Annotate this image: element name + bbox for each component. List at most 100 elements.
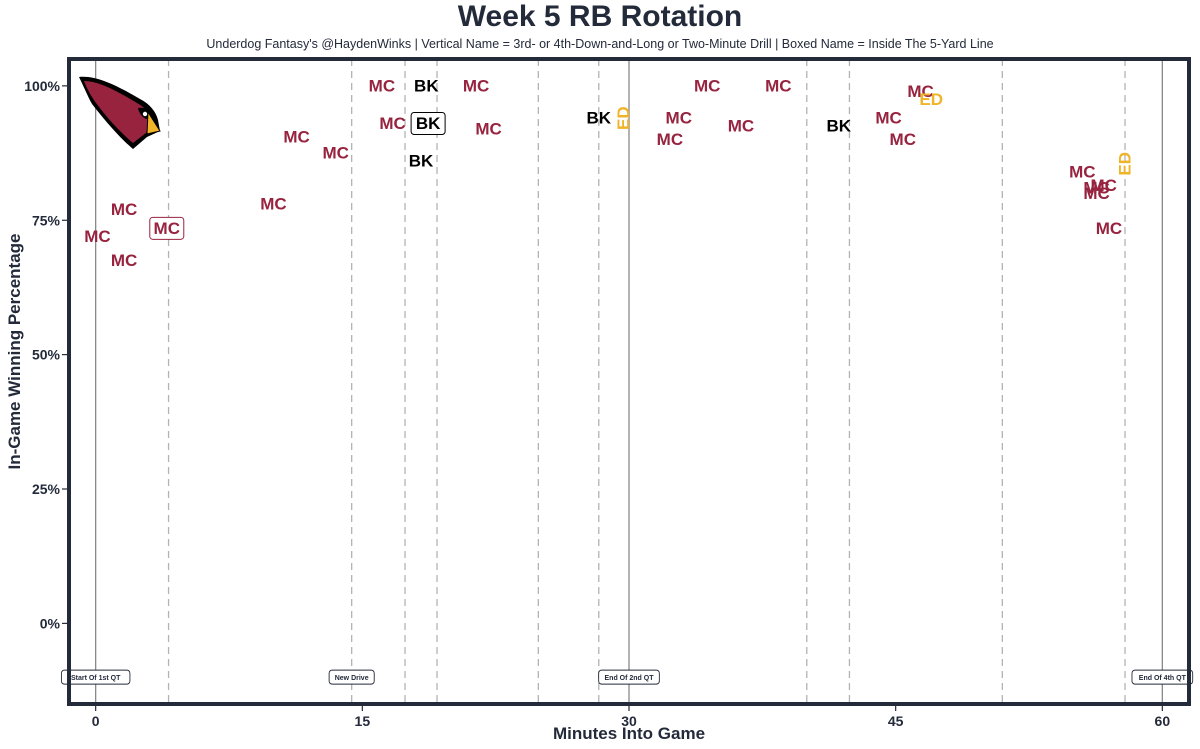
rb-point-label: MC	[379, 114, 405, 133]
event-marker-label: End Of 2nd QT	[605, 675, 655, 682]
rb-point-label: BK	[416, 114, 441, 133]
event-marker: Start Of 1st QT	[60, 669, 131, 685]
rb-point-label: MC	[907, 82, 933, 101]
rb-point-mc: MC	[907, 82, 933, 101]
rb-point-label: ED	[919, 90, 943, 109]
rb-point-mc: MC	[657, 130, 683, 149]
rb-point-label: MC	[463, 76, 489, 95]
rb-point-ed: ED	[919, 90, 943, 109]
rb-point-label: MC	[666, 109, 692, 128]
rb-point-mc: MC	[765, 76, 791, 95]
rb-point-mc: MC	[111, 200, 137, 219]
y-tick-label: 0%	[40, 615, 61, 631]
inside-5-box	[410, 112, 446, 135]
x-tick-label: 15	[355, 713, 371, 729]
inside-5-box	[149, 216, 185, 240]
rb-point-label: MC	[154, 219, 180, 238]
rb-point-label: BK	[586, 109, 611, 128]
rb-point-label: BK	[414, 76, 439, 95]
event-marker-box	[1131, 669, 1194, 685]
event-marker-label: End Of 4th QT	[1139, 675, 1187, 682]
rb-point-mc: MC	[875, 109, 901, 128]
rb-point-label: ED	[614, 106, 633, 130]
arizona-cardinals-logo	[79, 76, 161, 149]
rb-point-mc: MC	[1069, 162, 1095, 181]
rb-point-label: MC	[890, 130, 916, 149]
rb-point-bk: BK	[826, 117, 851, 136]
rb-point-mc: MC	[463, 76, 489, 95]
rb-point-ed: ED	[614, 106, 633, 130]
rb-point-mc: MC	[1083, 184, 1109, 203]
rb-point-label: MC	[1096, 219, 1122, 238]
x-tick-label: 30	[621, 713, 637, 729]
rb-point-ed: ED	[1116, 152, 1135, 176]
rb-point-mc: MC	[666, 109, 692, 128]
event-marker-box	[598, 669, 660, 685]
rb-point-mc: MC	[379, 114, 405, 133]
logo-head	[84, 81, 153, 143]
rb-point-mc: MC	[260, 195, 286, 214]
rb-point-label: MC	[657, 130, 683, 149]
event-marker-label: New Drive	[335, 675, 369, 682]
event-markers: Start Of 1st QT New Drive End Of 2nd QT End…	[60, 669, 1194, 685]
rb-point-label: MC	[694, 76, 720, 95]
rb-point-mc: MC	[149, 216, 185, 240]
y-axis-ticks: 0% 25% 50% 75% 100%	[24, 78, 67, 631]
vertical-reference-lines	[95, 59, 1163, 704]
y-tick-label: 25%	[32, 481, 61, 497]
event-marker-box	[60, 669, 131, 685]
y-tick-label: 75%	[32, 212, 61, 228]
x-tick-label: 0	[92, 713, 100, 729]
rb-point-mc: MC	[84, 227, 110, 246]
rb-point-bk: BK	[414, 76, 439, 95]
rb-point-label: MC	[1090, 176, 1116, 195]
rb-point-label: MC	[475, 119, 501, 138]
rb-point-mc: MC	[1083, 179, 1109, 198]
event-marker-box	[328, 669, 375, 685]
x-axis-ticks: 0 15 30 45 60	[92, 706, 1171, 729]
rb-point-label: BK	[409, 152, 434, 171]
rb-point-label: ED	[1116, 152, 1135, 176]
rb-point-label: MC	[1083, 179, 1109, 198]
logo-eye	[142, 111, 148, 117]
rb-point-mc: MC	[322, 144, 348, 163]
event-marker: End Of 2nd QT	[598, 669, 660, 685]
rb-point-label: BK	[826, 117, 851, 136]
rb-point-mc: MC	[728, 117, 754, 136]
rb-point-mc: MC	[890, 130, 916, 149]
rb-point-label: MC	[322, 144, 348, 163]
plot-frame	[67, 57, 1191, 706]
rb-point-label: MC	[260, 195, 286, 214]
rb-point-label: MC	[283, 127, 309, 146]
event-marker-label: Start Of 1st QT	[71, 675, 121, 682]
event-marker: End Of 4th QT	[1131, 669, 1194, 685]
rb-point-label: MC	[84, 227, 110, 246]
logo-beak	[146, 110, 161, 135]
rb-point-mc: MC	[1096, 219, 1122, 238]
rb-point-mc: MC	[475, 119, 501, 138]
x-tick-label: 60	[1155, 713, 1171, 729]
rb-point-mc: MC	[111, 251, 137, 270]
rb-point-label: MC	[111, 200, 137, 219]
rb-point-mc: MC	[283, 127, 309, 146]
rb-point-mc: MC	[369, 76, 395, 95]
rb-point-label: MC	[369, 76, 395, 95]
event-marker: New Drive	[328, 669, 375, 685]
rb-point-mc: MC	[694, 76, 720, 95]
y-axis-label: In-Game Winning Percentage	[5, 234, 24, 470]
rb-point-label: MC	[728, 117, 754, 136]
x-axis-label: Minutes Into Game	[553, 724, 705, 743]
rb-point-bk: BK	[410, 112, 446, 135]
chart-subtitle: Underdog Fantasy's @HaydenWinks | Vertic…	[206, 37, 994, 51]
rb-point-label: MC	[765, 76, 791, 95]
chart-title: Week 5 RB Rotation	[457, 0, 743, 33]
rb-point-label: MC	[111, 251, 137, 270]
rb-point-mc: MC	[1090, 176, 1116, 195]
y-tick-label: 100%	[24, 78, 60, 94]
rb-point-label: MC	[1083, 184, 1109, 203]
y-tick-label: 50%	[32, 347, 61, 363]
rb-point-bk: BK	[586, 109, 611, 128]
x-tick-label: 45	[888, 713, 904, 729]
rb-point-bk: BK	[409, 152, 434, 171]
